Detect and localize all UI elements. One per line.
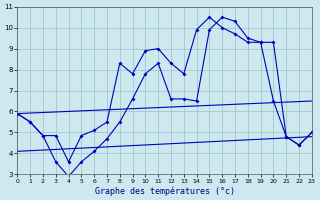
- X-axis label: Graphe des températures (°c): Graphe des températures (°c): [95, 186, 235, 196]
